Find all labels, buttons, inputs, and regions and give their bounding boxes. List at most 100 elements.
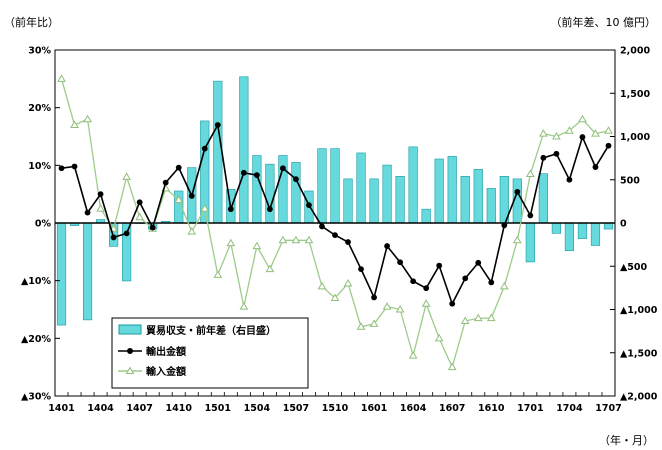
- x-tick-label: 1404: [87, 403, 114, 414]
- legend-swatch-trade-balance: [118, 324, 142, 335]
- export-point: [384, 243, 390, 249]
- export-point: [605, 142, 612, 149]
- bar: [56, 222, 67, 326]
- bar: [525, 222, 535, 263]
- export-point: [136, 199, 143, 206]
- export-point: [214, 122, 221, 128]
- export-point: [201, 145, 208, 152]
- import-point: [330, 293, 340, 301]
- import-point: [70, 120, 79, 128]
- bar: [460, 175, 470, 224]
- import-point: [369, 319, 379, 327]
- export-point: [306, 202, 312, 209]
- export-point: [462, 275, 469, 282]
- import-point: [447, 362, 457, 371]
- x-tick-label: 1401: [48, 403, 74, 414]
- right-tick-label: ▲1,500: [620, 348, 658, 359]
- export-point: [58, 165, 65, 172]
- legend-label-import: 輸入金額: [146, 365, 186, 378]
- import-point: [265, 264, 275, 273]
- legend-marker-import: [125, 366, 135, 374]
- export-point: [97, 191, 104, 198]
- import-point: [356, 322, 366, 330]
- export-point: [423, 285, 430, 292]
- bar: [343, 178, 353, 224]
- left-tick-label: ▲30%: [21, 392, 52, 403]
- import-point: [512, 235, 522, 244]
- import-point: [213, 270, 223, 278]
- bar: [421, 208, 431, 224]
- import-point: [57, 74, 66, 82]
- export-point: [149, 224, 156, 231]
- export-point: [266, 206, 273, 213]
- bar: [395, 175, 405, 224]
- right-axis-ticks: 2,000 1,500 1,000 500 0 ▲500 ▲1,000 ▲1,500 ▲2,00…: [610, 46, 658, 403]
- export-point: [253, 172, 260, 179]
- right-tick-label: ▲2,000: [620, 392, 658, 403]
- bar: [538, 173, 548, 224]
- import-point: [499, 281, 509, 290]
- left-tick-label: 20%: [28, 103, 51, 114]
- export-point: [371, 294, 377, 301]
- legend: 貿易収支・前年差（右目盛） 輸出金額 輸入金額: [111, 317, 309, 389]
- export-point: [175, 164, 182, 171]
- right-tick-label: ▲1,000: [620, 305, 658, 316]
- bar: [382, 164, 392, 224]
- right-tick-label: 2,000: [620, 46, 650, 57]
- bar: [603, 222, 614, 230]
- right-tick-label: 1,000: [620, 132, 650, 143]
- bar: [408, 146, 418, 224]
- x-tick-label: 1504: [244, 403, 271, 414]
- export-point: [110, 234, 117, 241]
- legend-marker-export: [127, 348, 133, 354]
- import-point: [278, 235, 288, 244]
- x-tick-label: 1507: [283, 403, 309, 414]
- import-point: [200, 204, 210, 212]
- bar: [82, 222, 93, 321]
- import-point: [252, 241, 262, 250]
- export-point: [592, 164, 599, 170]
- import-point: [317, 281, 327, 290]
- import-point: [291, 235, 301, 244]
- import-point: [421, 299, 431, 307]
- import-point: [239, 302, 249, 310]
- import-point: [591, 129, 600, 137]
- bar: [486, 188, 496, 224]
- right-axis-unit: （前年差、10 億円）: [550, 16, 657, 29]
- export-point: [319, 223, 325, 230]
- left-tick-label: 10%: [28, 161, 51, 172]
- export-point: [162, 179, 169, 186]
- bar: [369, 178, 379, 224]
- x-tick-label: 1501: [205, 403, 231, 414]
- x-tick-label: 1701: [517, 403, 543, 414]
- x-axis-unit: （年・月）: [599, 434, 654, 447]
- bar: [434, 158, 444, 224]
- bar: [317, 148, 327, 224]
- import-point: [408, 351, 418, 359]
- export-point: [436, 262, 443, 269]
- import-point: [434, 333, 444, 342]
- import-point: [460, 316, 470, 325]
- export-point: [240, 169, 247, 176]
- export-point: [397, 259, 404, 266]
- bar: [252, 155, 262, 224]
- export-point: [123, 230, 130, 237]
- export-point: [345, 239, 351, 245]
- left-tick-label: ▲10%: [21, 276, 52, 287]
- export-point: [501, 222, 508, 229]
- export-point: [475, 259, 482, 266]
- import-point: [604, 126, 613, 134]
- export-line-series: [58, 122, 612, 307]
- x-tick-label: 1601: [361, 403, 387, 414]
- import-point: [135, 212, 145, 221]
- right-tick-label: 0: [620, 219, 627, 230]
- export-point: [579, 134, 586, 140]
- export-point: [566, 176, 573, 183]
- import-point: [382, 302, 392, 310]
- import-point: [539, 129, 548, 137]
- import-point: [395, 305, 405, 313]
- right-tick-label: 500: [620, 175, 640, 186]
- x-tick-label: 1707: [595, 403, 621, 414]
- bar: [564, 222, 575, 251]
